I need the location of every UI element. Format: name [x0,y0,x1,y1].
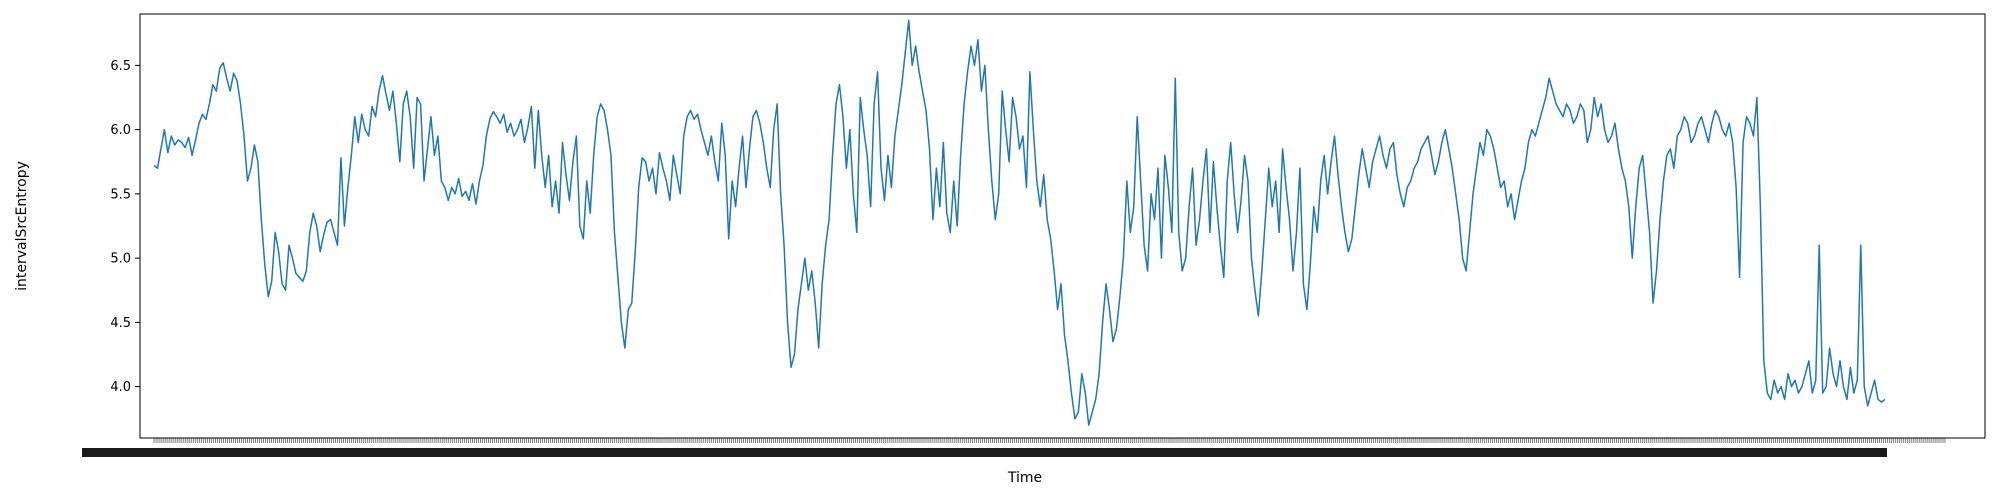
y-tick-label: 4.0 [110,380,131,395]
x-tick-label-band [82,448,1887,457]
series-layer [153,19,1886,426]
y-axis: 4.0 4.5 5.0 5.5 6.0 6.5 [110,59,140,395]
x-axis [82,438,1946,457]
x-axis-label: Time [1007,470,1042,486]
y-tick-label: 5.0 [110,252,131,267]
y-tick-label: 6.0 [110,123,131,138]
y-tick-label: 6.5 [110,59,131,74]
y-tick-label: 5.5 [110,187,131,202]
y-tick-label: 4.5 [110,316,131,331]
x-tick-marks [153,438,1946,443]
y-axis-label: intervalSrcEntropy [14,161,30,291]
series-line [153,19,1886,426]
